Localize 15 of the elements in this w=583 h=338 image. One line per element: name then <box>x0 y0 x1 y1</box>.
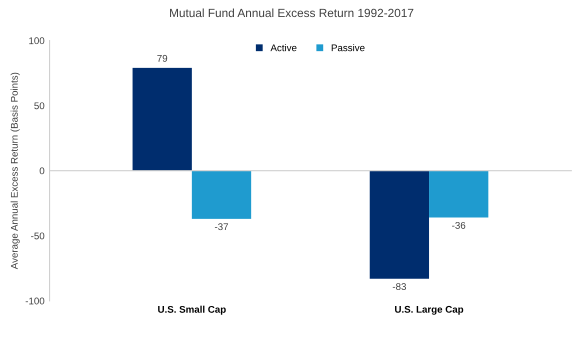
y-axis-title: Average Annual Excess Return (Basis Points) <box>10 72 20 270</box>
data-label: -37 <box>214 223 228 230</box>
legend-label: Passive <box>332 44 365 52</box>
legend-label: Active <box>270 44 297 52</box>
x-tick-label: U.S. Small Cap <box>158 306 226 315</box>
x-tick-label: U.S. Large Cap <box>395 306 464 315</box>
data-label: 79 <box>157 54 168 62</box>
chart-title: Mutual Fund Annual Excess Return 1992-2017 <box>170 8 414 18</box>
y-tick-label: -50 <box>31 232 44 240</box>
y-tick-label: 100 <box>29 37 44 44</box>
data-label: -83 <box>392 283 406 290</box>
y-tick-label: -100 <box>26 298 44 304</box>
y-tick-label: 50 <box>34 102 44 110</box>
y-tick-label: 0 <box>40 167 44 174</box>
data-label: -36 <box>452 222 466 229</box>
